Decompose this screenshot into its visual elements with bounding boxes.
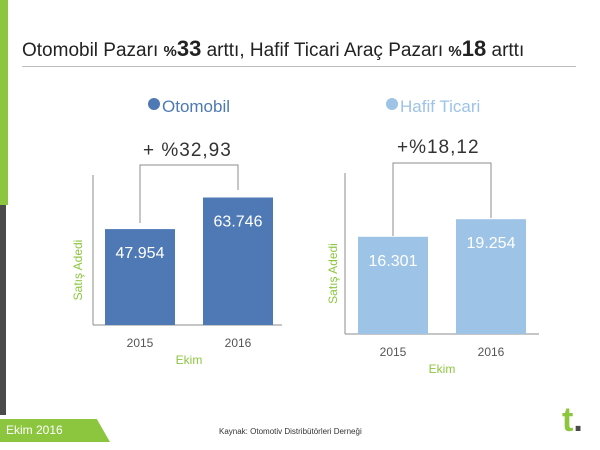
bar-2016 bbox=[456, 219, 526, 334]
legend-otomobil: Otomobil bbox=[148, 97, 230, 117]
title-text-3: arttı bbox=[486, 40, 525, 61]
change-bracket bbox=[139, 164, 239, 223]
source-note: Kaynak: Otomotiv Distribütörleri Derneği bbox=[219, 427, 362, 436]
bar-2015 bbox=[358, 236, 428, 334]
title-text-1: Otomobil Pazarı bbox=[22, 40, 164, 61]
x-axis-title: Ekim bbox=[176, 353, 203, 367]
accent-strip-green bbox=[0, 0, 8, 205]
bar-value-label: 63.746 bbox=[214, 214, 263, 231]
legend-dot-icon bbox=[386, 98, 398, 110]
change-label-otomobil: + %32,93 bbox=[143, 140, 232, 161]
legend-hafif-ticari: Hafif Ticari bbox=[386, 97, 480, 117]
date-tag: Ekim 2016 bbox=[0, 419, 110, 442]
title-number-1: 33 bbox=[176, 36, 202, 61]
logo-dot: . bbox=[573, 401, 583, 439]
legend-label: Otomobil bbox=[162, 97, 231, 116]
change-bracket bbox=[392, 162, 492, 236]
logo-letter: t bbox=[562, 401, 574, 439]
accent-strip-dark bbox=[0, 205, 6, 415]
legend-dot-icon bbox=[148, 98, 160, 110]
x-tick-label: 2015 bbox=[127, 336, 154, 350]
slide-title: Otomobil Pazarı %33 arttı, Hafif Ticari … bbox=[22, 36, 524, 62]
date-tag-label: Ekim 2016 bbox=[6, 423, 63, 437]
title-number-2: 18 bbox=[461, 36, 487, 61]
y-axis-title: Satış Adedi bbox=[326, 243, 340, 304]
x-tick-label: 2016 bbox=[478, 345, 505, 359]
title-percent-sign-1: % bbox=[163, 43, 177, 60]
bar-2015 bbox=[105, 229, 175, 325]
y-axis-title: Satış Adedi bbox=[71, 240, 85, 301]
x-tick-label: 2015 bbox=[380, 345, 407, 359]
x-tick-label: 2016 bbox=[225, 336, 252, 350]
bar-2016 bbox=[203, 197, 273, 325]
legend-label: Hafif Ticari bbox=[400, 97, 481, 116]
title-percent-sign-2: % bbox=[448, 43, 462, 60]
bar-value-label: 47.954 bbox=[116, 245, 165, 262]
title-text-2: arttı, Hafif Ticari Araç Pazarı bbox=[201, 40, 449, 61]
brand-logo: t. bbox=[562, 403, 583, 437]
chart-hafif-ticari: 16.301 2015 19.254 2016 Ekim Satış Adedi bbox=[326, 162, 539, 376]
title-divider bbox=[22, 66, 576, 67]
bar-value-label: 19.254 bbox=[467, 235, 516, 252]
chart-otomobil: 47.954 2015 63.746 2016 Ekim Satış Adedi bbox=[71, 164, 282, 367]
x-axis-title: Ekim bbox=[429, 362, 456, 376]
change-label-hafif-ticari: +%18,12 bbox=[397, 137, 480, 158]
bar-value-label: 16.301 bbox=[369, 253, 418, 270]
